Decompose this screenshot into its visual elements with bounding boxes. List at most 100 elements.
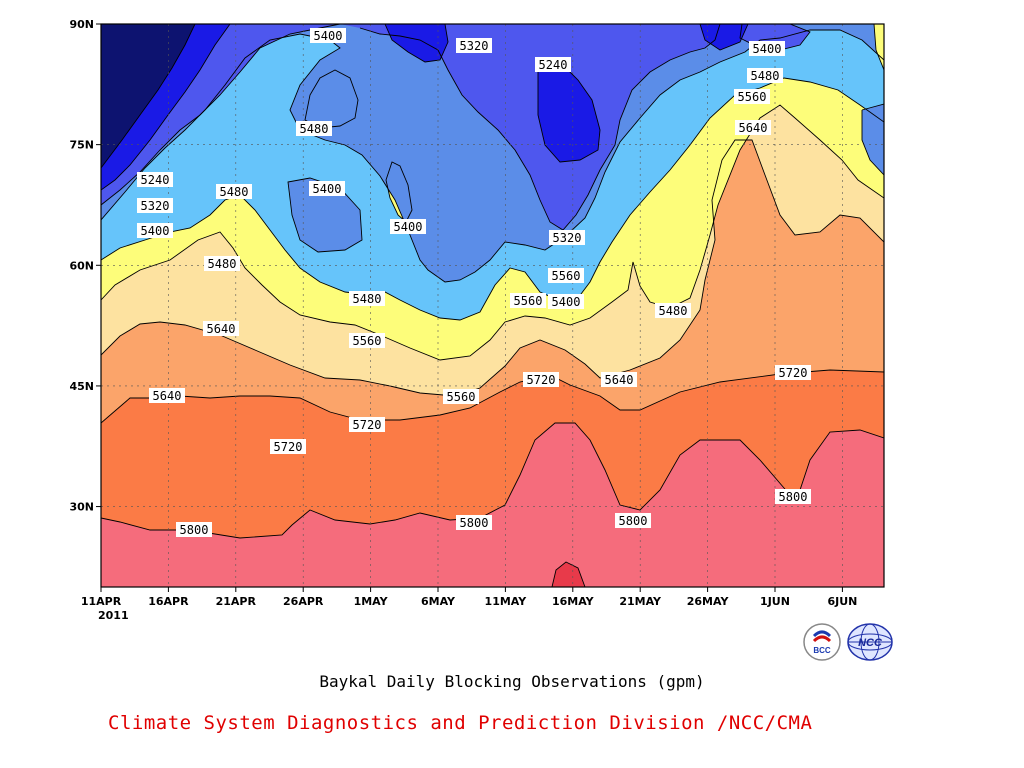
contour-label: 5720 xyxy=(349,417,385,432)
contour-line-5400-island-right xyxy=(861,103,884,176)
island-5400-mid xyxy=(288,178,362,252)
contour-label: 5640 xyxy=(203,321,239,336)
x-tick-label: 6JUN xyxy=(827,595,857,608)
contour-label: 5800 xyxy=(615,513,651,528)
contour-label-box xyxy=(203,321,239,336)
x-tick-label: 16APR xyxy=(148,595,189,608)
contour-label-text: 5400 xyxy=(314,29,343,43)
contour-label: 5640 xyxy=(601,372,637,387)
contour-label: 5800 xyxy=(176,522,212,537)
ncc-logo: NCC xyxy=(846,622,894,662)
contour-fill-layers xyxy=(101,24,884,587)
contour-label-box xyxy=(349,291,385,306)
x-tick-label: 1JUN xyxy=(760,595,790,608)
contour-label-box xyxy=(535,57,571,72)
contour-label-box xyxy=(775,489,811,504)
contour-label: 5320 xyxy=(456,38,492,53)
contour-label-box xyxy=(176,522,212,537)
contour-label-text: 5560 xyxy=(552,269,581,283)
x-tick-label: 26APR xyxy=(283,595,324,608)
contour-label: 5560 xyxy=(443,389,479,404)
x-tick-label: 1MAY xyxy=(354,595,389,608)
contour-label-box xyxy=(456,515,492,530)
contour-label-text: 5400 xyxy=(394,220,423,234)
contour-label: 5480 xyxy=(747,68,783,83)
contour-label-box xyxy=(390,219,426,234)
contour-label: 5400 xyxy=(390,219,426,234)
contour-label-box xyxy=(548,268,584,283)
band-peak xyxy=(552,562,585,587)
contour-label-box xyxy=(548,294,584,309)
contour-label-text: 5800 xyxy=(619,514,648,528)
contour-line-5240 xyxy=(101,24,231,191)
y-tick-label: 30N xyxy=(69,501,94,514)
contour-label-text: 5720 xyxy=(779,366,808,380)
contour-label-box xyxy=(735,120,771,135)
contour-label-box xyxy=(310,28,346,43)
contour-label-text: 5480 xyxy=(300,122,329,136)
contour-label: 5320 xyxy=(549,230,585,245)
contour-label: 5560 xyxy=(734,89,770,104)
contour-label-box xyxy=(204,256,240,271)
bcc-logo: BCC xyxy=(802,622,842,662)
contour-label-text: 5480 xyxy=(353,292,382,306)
contour-label-box xyxy=(775,365,811,380)
contour-label-text: 5400 xyxy=(552,295,581,309)
contour-line-5400 xyxy=(101,29,884,283)
contour-line-top-right-strip xyxy=(873,24,884,71)
bcc-logo-icon: BCC xyxy=(803,623,841,661)
contour-label: 5640 xyxy=(735,120,771,135)
contour-label: 5400 xyxy=(137,223,173,238)
contour-label: 5480 xyxy=(204,256,240,271)
contour-label: 5720 xyxy=(523,372,559,387)
ncc-logo-icon: NCC xyxy=(847,623,893,661)
contour-label-text: 5240 xyxy=(539,58,568,72)
x-tick-label: 11APR xyxy=(81,595,122,608)
contour-label-text: 5640 xyxy=(605,373,634,387)
contour-label: 5400 xyxy=(749,41,785,56)
x-tick-label: 6MAY xyxy=(421,595,456,608)
plot-frame xyxy=(100,23,885,588)
contour-label-text: 5560 xyxy=(447,390,476,404)
contour-label-text: 5400 xyxy=(313,182,342,196)
contour-line-peak xyxy=(551,561,586,587)
contour-label-box xyxy=(523,372,559,387)
contour-label-text: 5800 xyxy=(779,490,808,504)
band-5400 xyxy=(101,24,884,282)
contour-label-box xyxy=(309,181,345,196)
chart-title: Baykal Daily Blocking Observations (gpm) xyxy=(319,672,705,691)
contour-line-5240-island-mid xyxy=(537,61,601,163)
contour-label: 5400 xyxy=(548,294,584,309)
contour-label-text: 5720 xyxy=(353,418,382,432)
contour-label-box xyxy=(137,223,173,238)
contour-label-box xyxy=(749,41,785,56)
x-tick-label: 11MAY xyxy=(485,595,528,608)
contour-line-5240-island-top xyxy=(384,24,449,63)
contour-label-box xyxy=(270,439,306,454)
contour-label: 5720 xyxy=(270,439,306,454)
contour-line-5320 xyxy=(101,24,721,231)
contour-label-text: 5800 xyxy=(460,516,489,530)
contour-label-box xyxy=(615,513,651,528)
contour-label-box xyxy=(456,38,492,53)
x-axis-year-label: 2011 xyxy=(98,609,129,622)
contour-label-text: 5720 xyxy=(274,440,303,454)
source-caption: Climate System Diagnostics and Predictio… xyxy=(108,712,813,734)
contour-label-text: 5720 xyxy=(527,373,556,387)
x-tick-label: 16MAY xyxy=(552,595,595,608)
contour-label: 5240 xyxy=(535,57,571,72)
contour-label: 5480 xyxy=(216,184,252,199)
x-tick-label: 21MAY xyxy=(619,595,662,608)
contour-label-box xyxy=(349,333,385,348)
contour-label: 5800 xyxy=(456,515,492,530)
island-5240-top xyxy=(385,24,448,62)
contour-label-text: 5400 xyxy=(753,42,782,56)
contour-label-text: 5480 xyxy=(220,185,249,199)
contour-label: 5560 xyxy=(510,293,546,308)
contour-label-text: 5240 xyxy=(141,173,170,187)
contour-label-box xyxy=(510,293,546,308)
y-axis: 30N 45N 60N 75N 90N xyxy=(69,18,101,514)
x-tick-label: 21APR xyxy=(216,595,257,608)
contour-label-text: 5400 xyxy=(141,224,170,238)
